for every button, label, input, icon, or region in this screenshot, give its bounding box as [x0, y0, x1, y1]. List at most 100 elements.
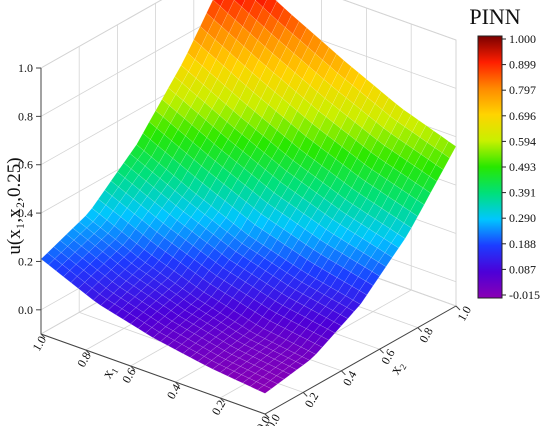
surface-cell	[354, 109, 369, 129]
x2-tick-label: 0.6	[378, 347, 398, 367]
surface-cell	[290, 223, 306, 240]
surface-cell	[167, 340, 183, 350]
surface-cell	[254, 0, 256, 1]
x2-tick-mark	[455, 305, 461, 311]
surface-cell	[262, 0, 278, 15]
surface-cell	[160, 335, 175, 346]
x2-axis-line	[264, 305, 457, 415]
surface-cell	[384, 242, 399, 258]
surface-cell	[148, 201, 163, 218]
colorbar-title: PINN	[469, 4, 520, 29]
surface-cell	[179, 239, 194, 255]
x1-axis-label: x₁	[99, 362, 119, 381]
surface-cell	[135, 301, 151, 313]
surface-cell	[421, 159, 437, 177]
x1-axis-ticks: 0.00.20.40.60.81.0	[29, 334, 273, 426]
surface-cell	[326, 122, 342, 142]
surface-cell	[352, 290, 368, 305]
x1-tick-label: 0.6	[119, 366, 139, 386]
surface-cell	[274, 293, 290, 306]
surface-cell	[181, 170, 196, 189]
surface-cell	[176, 100, 191, 119]
surface-cell	[309, 72, 325, 93]
surface-cell	[185, 231, 200, 246]
surface-cell	[280, 65, 296, 86]
surface-cell	[184, 304, 200, 315]
surface-cell	[212, 301, 227, 313]
surface-cell	[199, 12, 215, 34]
surface-cell	[370, 247, 386, 263]
surface-cell	[364, 257, 379, 272]
surface-cell	[166, 157, 181, 176]
x2-tick-mark	[341, 370, 346, 376]
surface-cell	[219, 367, 235, 377]
x1-tick-label: 0.2	[209, 398, 229, 418]
surface-cell	[346, 299, 361, 312]
surface-cell	[77, 282, 93, 295]
surface-cell	[363, 242, 378, 258]
colorbar-ticks: 1.000 0.899 0.797 0.696 0.594 0.493 0.391 0.290…	[502, 32, 540, 302]
surface-cell	[85, 287, 100, 301]
surface-cell	[369, 121, 384, 141]
surface-cell	[378, 252, 393, 268]
surface-cell	[260, 85, 276, 106]
surface-cell	[177, 118, 193, 137]
surface-cell	[217, 280, 232, 294]
surface-cell	[168, 283, 183, 295]
surface-cell	[155, 294, 171, 306]
surface-cell	[218, 85, 233, 105]
surface-cell	[216, 341, 232, 351]
surface-cell	[268, 91, 283, 112]
grid-line-z	[40, 0, 457, 69]
surface-cell	[257, 384, 272, 394]
surface-cell	[187, 259, 202, 274]
surface-cell	[255, 316, 271, 329]
z-tick-label: 0.4	[18, 206, 33, 220]
surface-mesh	[40, 0, 457, 394]
surface-cell	[121, 222, 136, 238]
surface-cell	[248, 224, 263, 241]
surface-cell	[355, 238, 371, 254]
surface-cell	[371, 261, 387, 277]
surface-cell	[217, 183, 232, 202]
x1-tick-mark	[85, 349, 91, 355]
surface-cell	[211, 97, 227, 116]
surface-cell	[230, 264, 245, 278]
z-tick-label: 0.6	[18, 158, 33, 172]
surface-cell	[315, 268, 330, 284]
surface-cell	[286, 33, 301, 54]
z-tick-label: 0.0	[18, 303, 33, 317]
surface-cell	[171, 234, 186, 249]
colorbar-tick-label: 0.696	[509, 109, 536, 123]
surface-cell	[415, 170, 430, 189]
surface-cell	[299, 135, 314, 155]
colorbar-tick-label: 0.188	[509, 237, 536, 251]
surface-cell	[352, 193, 367, 210]
x1-axis-line	[40, 333, 266, 415]
surface-cell	[181, 267, 196, 282]
surface-cell	[218, 293, 233, 307]
surface-cell	[169, 294, 185, 306]
surface-cell	[414, 153, 429, 172]
surface-cell	[337, 281, 353, 297]
surface-cell	[234, 229, 249, 244]
x2-tick-mark	[379, 348, 384, 354]
x1-tick-mark	[175, 381, 180, 387]
x1-tick-mark	[40, 333, 46, 339]
surface-cell	[139, 180, 154, 197]
surface-cell	[276, 117, 292, 137]
surface-cell	[112, 275, 127, 288]
surface-cell	[284, 123, 299, 143]
surface-cell	[353, 91, 368, 111]
surface-cell	[189, 77, 204, 97]
z-axis-label: u(x₁,x₂,0.25)	[4, 157, 25, 254]
surface-cell	[256, 6, 271, 28]
surface-cell	[315, 165, 330, 183]
surface-cell	[122, 313, 138, 325]
surface-cell	[147, 278, 162, 291]
surface-cell	[276, 370, 291, 380]
surface-cell	[329, 53, 345, 74]
surface-cell	[194, 328, 209, 339]
surface-cell	[92, 293, 108, 306]
surface-cell	[320, 328, 336, 341]
